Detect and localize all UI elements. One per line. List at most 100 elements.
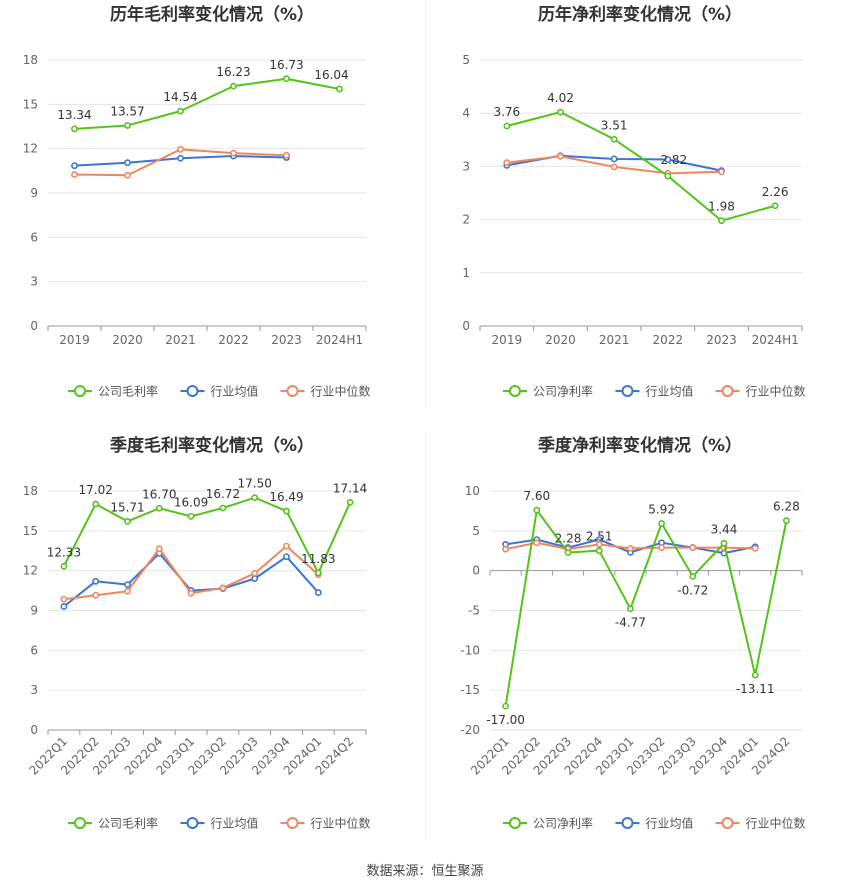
data-point-median [533, 539, 541, 547]
chart-title: 季度毛利率变化情况（%） [110, 435, 314, 456]
data-label: 13.57 [110, 104, 144, 118]
y-tick-label: 9 [30, 186, 38, 200]
data-point-company [610, 135, 618, 143]
data-point-company [595, 547, 603, 555]
data-point-company [187, 512, 195, 520]
x-tick-label: 2019 [59, 333, 90, 347]
y-tick-label: -10 [460, 643, 480, 657]
y-tick-label: 5 [472, 524, 480, 538]
data-point-company [627, 605, 634, 613]
data-point-median [718, 168, 725, 176]
y-tick-label: 3 [30, 275, 38, 289]
data-point-median [502, 545, 509, 553]
y-tick-label: -5 [468, 604, 480, 618]
data-label: 11.83 [301, 552, 335, 566]
data-point-company [658, 520, 665, 527]
data-point-median [187, 589, 195, 597]
data-label: 4.02 [547, 91, 574, 105]
data-label: 3.44 [711, 522, 738, 536]
data-point-company [751, 671, 759, 679]
data-point-median [71, 171, 78, 178]
legend-label: 公司净利率 [533, 816, 593, 831]
legend-label: 公司毛利率 [98, 816, 158, 831]
data-point-company [664, 172, 672, 180]
legend-marker [74, 817, 86, 829]
data-point-median [658, 544, 665, 551]
data-point-median [627, 544, 634, 552]
legend-marker [186, 385, 199, 397]
legend-item-company: 公司毛利率 [68, 816, 158, 831]
x-tick-label: 2022 [653, 333, 684, 347]
data-point-company [503, 122, 511, 130]
data-point-avg [177, 154, 184, 162]
y-tick-label: 5 [462, 53, 470, 67]
legend-label: 行业均值 [211, 816, 259, 831]
y-tick-label: 0 [30, 319, 38, 333]
data-point-avg [314, 589, 322, 596]
data-point-avg [610, 155, 618, 163]
data-point-company [60, 562, 68, 570]
data-point-company [314, 569, 322, 577]
series-line-avg [63, 552, 320, 608]
x-tick-label: 2021 [599, 333, 630, 347]
legend-marker [74, 385, 86, 397]
chart-title: 历年毛利率变化情况（%） [110, 4, 314, 25]
data-point-company [71, 125, 78, 133]
y-tick-label: 6 [30, 643, 38, 657]
data-point-company [502, 702, 509, 710]
data-label: 16.70 [142, 487, 176, 501]
y-tick-label: 15 [23, 97, 38, 111]
data-point-company [336, 85, 343, 93]
data-label: 6.28 [773, 500, 800, 514]
data-label: 16.09 [174, 495, 208, 509]
data-point-avg [283, 553, 290, 561]
data-label: 3.51 [601, 118, 628, 132]
y-tick-label: 10 [465, 484, 480, 498]
data-point-avg [664, 156, 672, 163]
legend-label: 行业均值 [211, 384, 259, 399]
data-label: -0.72 [677, 583, 708, 597]
legend-marker [186, 817, 199, 829]
legend-item-company: 公司净利率 [503, 384, 593, 399]
data-point-median [251, 569, 259, 577]
legend-item-avg: 行业均值 [615, 816, 694, 831]
legend-item-avg: 行业均值 [615, 384, 694, 399]
data-point-median [610, 163, 618, 171]
y-tick-label: 2 [462, 213, 470, 227]
legend-marker [286, 817, 299, 829]
chart-4: 季度净利率变化情况（%）-20-15-10-505102022Q12022Q22… [460, 435, 805, 831]
data-point-company [533, 506, 541, 514]
legend-marker [286, 385, 299, 397]
data-point-company [783, 517, 790, 525]
data-label: 2.82 [660, 153, 687, 167]
data-label: 2.28 [555, 532, 582, 546]
chart-title: 历年净利率变化情况（%） [538, 4, 742, 25]
legend-label: 行业中位数 [311, 384, 371, 399]
data-point-company [346, 499, 354, 506]
data-point-company [230, 82, 237, 90]
data-point-company [564, 549, 572, 556]
data-point-median [557, 152, 564, 160]
x-tick-label: 2024H1 [752, 333, 799, 347]
legend-marker [621, 817, 634, 829]
data-label: 1.98 [708, 200, 735, 214]
data-point-company [251, 494, 259, 502]
data-point-company [557, 108, 564, 116]
data-point-company [219, 504, 227, 512]
y-tick-label: 12 [23, 142, 38, 156]
legend-item-company: 公司毛利率 [68, 384, 158, 399]
data-point-median [689, 544, 697, 551]
chart-title: 季度净利率变化情况（%） [538, 435, 742, 456]
data-label: -4.77 [615, 616, 646, 630]
data-point-avg [71, 162, 78, 170]
data-point-company [283, 507, 290, 515]
y-tick-label: 3 [462, 159, 470, 173]
data-point-company [124, 122, 131, 129]
series-line-company [504, 509, 788, 707]
y-tick-label: 0 [30, 723, 38, 737]
data-label: 12.33 [47, 545, 81, 559]
x-tick-label: 2023 [706, 333, 737, 347]
data-point-median [92, 591, 100, 599]
data-label: 16.04 [314, 68, 348, 82]
series-line-company [74, 77, 340, 130]
